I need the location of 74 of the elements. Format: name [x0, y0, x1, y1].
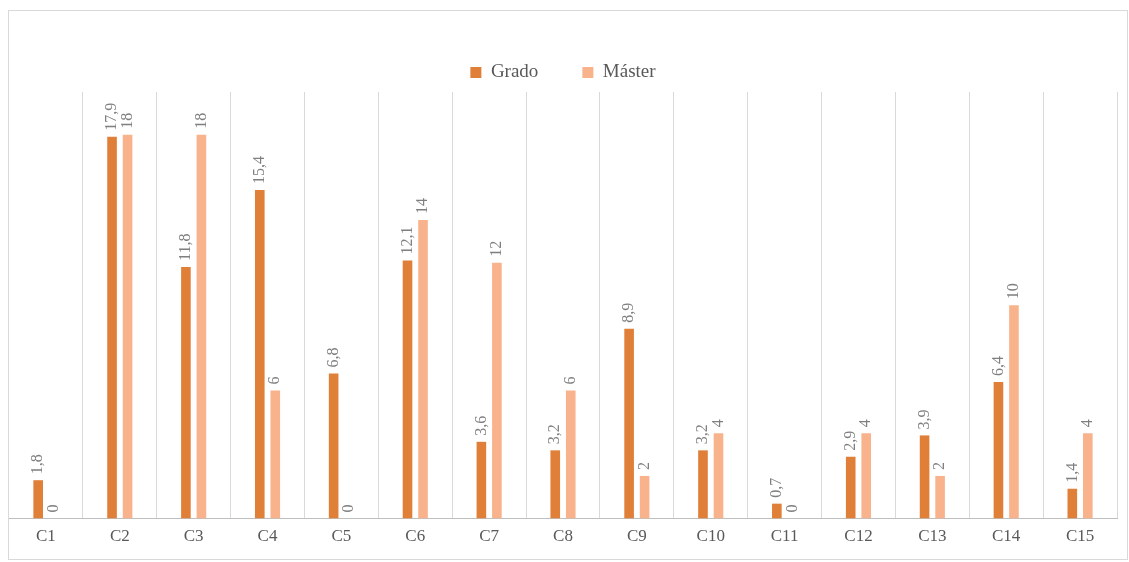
x-tick-label: C2: [109, 526, 130, 546]
bar: [919, 435, 930, 519]
data-label: 14: [413, 197, 431, 214]
data-label: 15,4: [249, 156, 267, 185]
bar: [565, 390, 576, 519]
data-label: 4: [1078, 419, 1096, 428]
data-label: 2,9: [840, 430, 858, 451]
bar: [402, 260, 413, 519]
data-label: 6: [265, 376, 283, 385]
data-label: 2: [930, 461, 948, 470]
data-label: 18: [191, 112, 209, 129]
data-label: 11,8: [176, 233, 194, 261]
data-label: 4: [708, 419, 726, 428]
x-tick-label: C1: [36, 526, 56, 546]
x-tick-label: C8: [553, 526, 573, 546]
data-label: 8,9: [619, 302, 637, 323]
data-label: 3,2: [693, 424, 711, 445]
bar: [993, 382, 1004, 519]
x-tick-label: C14: [992, 526, 1021, 546]
data-label: 2: [634, 461, 652, 470]
x-tick-label: C4: [257, 526, 278, 546]
data-label: 10: [1004, 283, 1022, 300]
bar: [107, 136, 117, 519]
x-tick-label: C13: [918, 526, 947, 546]
data-label: 3,2: [545, 424, 563, 445]
data-label: 0: [43, 504, 61, 513]
bar: [698, 450, 708, 519]
x-tick-label: C15: [1065, 526, 1095, 546]
data-label: 1,8: [28, 454, 46, 475]
bar: [328, 373, 339, 519]
bar: [713, 433, 724, 519]
x-tick-label: C3: [183, 526, 204, 546]
x-tick-label: C7: [479, 526, 500, 546]
data-label: 4: [856, 419, 874, 428]
data-label: 6: [560, 376, 578, 385]
bar: [476, 441, 487, 519]
data-label: 12: [487, 240, 505, 257]
bar: [418, 219, 428, 519]
bar: [270, 390, 281, 519]
bar: [845, 456, 856, 519]
data-label: 18: [117, 112, 135, 129]
data-label: 3,6: [471, 415, 489, 436]
x-tick-label: C9: [626, 526, 647, 546]
x-tick-label: C10: [696, 526, 725, 546]
bar: [196, 134, 207, 519]
data-label: 12,1: [397, 226, 415, 255]
bar: [624, 328, 634, 519]
x-tick-label: C12: [844, 526, 873, 546]
bar: [254, 190, 265, 519]
legend-label: Máster: [602, 60, 657, 82]
x-tick-label: C11: [770, 526, 799, 546]
data-label: 6,8: [323, 347, 341, 368]
legend-label: Grado: [490, 60, 539, 82]
data-label: 6,4: [988, 356, 1006, 377]
bar: [1009, 305, 1019, 519]
bar: [861, 433, 872, 519]
bar: [122, 134, 133, 519]
data-label: 0: [782, 504, 800, 513]
bar: [935, 475, 945, 519]
data-label: 17,9: [102, 102, 120, 131]
data-label: 3,9: [914, 409, 932, 430]
data-label: 1,4: [1062, 462, 1080, 483]
x-tick-label: C6: [405, 526, 426, 546]
bar: [1067, 488, 1078, 519]
bar: [181, 266, 191, 519]
data-label: 0: [339, 504, 357, 513]
x-tick-label: C5: [331, 526, 352, 546]
bar: [33, 480, 43, 519]
data-label: 0,7: [767, 477, 785, 498]
bar: [1083, 433, 1093, 519]
bar: [639, 475, 650, 519]
bar: [772, 503, 782, 519]
bar: [550, 450, 561, 519]
bar: [492, 262, 502, 519]
